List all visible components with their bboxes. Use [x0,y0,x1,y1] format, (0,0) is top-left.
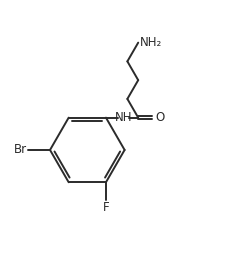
Text: NH₂: NH₂ [139,36,162,49]
Text: NH: NH [114,111,132,124]
Text: Br: Br [14,143,27,156]
Text: F: F [103,202,109,214]
Text: O: O [156,111,165,124]
